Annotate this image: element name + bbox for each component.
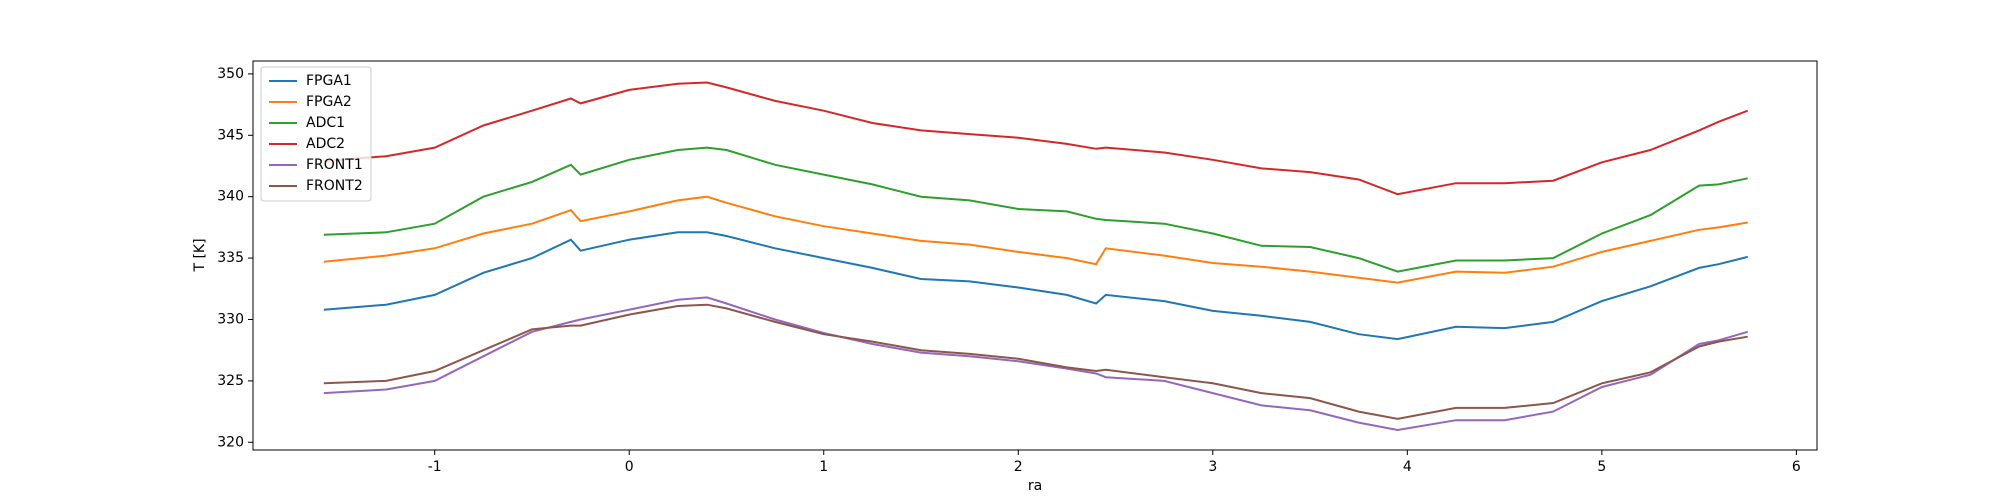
series-line xyxy=(323,146,1748,273)
x-tick-label: 2 xyxy=(1014,459,1023,475)
legend-label: FRONT2 xyxy=(306,178,363,194)
series-line xyxy=(323,231,1748,341)
series-line xyxy=(323,296,1748,432)
x-tick-label: -1 xyxy=(428,459,442,475)
x-axis-label: ra xyxy=(1028,478,1042,494)
legend-label: ADC2 xyxy=(306,136,345,152)
x-tick-label: 4 xyxy=(1403,459,1412,475)
x-tick-label: 6 xyxy=(1792,459,1801,475)
x-tick-label: 1 xyxy=(819,459,828,475)
y-tick-label: 350 xyxy=(217,66,244,82)
plot-frame xyxy=(252,60,1818,451)
legend-label: FPGA1 xyxy=(306,73,352,89)
series-line xyxy=(323,303,1748,420)
x-tick-label: 3 xyxy=(1208,459,1217,475)
legend-label: FRONT1 xyxy=(306,157,363,173)
legend-label: FPGA2 xyxy=(306,94,352,110)
y-axis-label: T [K] xyxy=(192,238,208,272)
y-tick-label: 320 xyxy=(217,434,244,450)
y-tick-label: 335 xyxy=(217,250,244,266)
y-tick-label: 325 xyxy=(217,373,244,389)
series-line xyxy=(323,81,1749,196)
legend-box xyxy=(260,66,372,202)
y-tick-label: 330 xyxy=(217,311,244,327)
x-tick-label: 0 xyxy=(625,459,634,475)
legend-label: ADC1 xyxy=(306,115,345,131)
y-tick-label: 340 xyxy=(217,189,244,205)
x-tick-label: 5 xyxy=(1597,459,1606,475)
y-tick-label: 345 xyxy=(217,127,244,143)
series-line xyxy=(323,195,1748,284)
